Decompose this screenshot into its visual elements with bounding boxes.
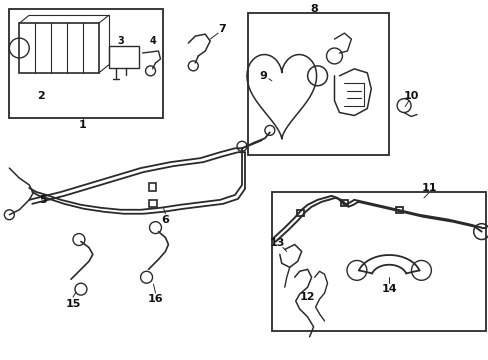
Text: 10: 10	[403, 91, 418, 101]
Text: 11: 11	[420, 183, 436, 193]
Text: 9: 9	[259, 71, 266, 81]
Text: 2: 2	[37, 91, 45, 101]
Text: 3: 3	[117, 36, 124, 46]
Text: 5: 5	[39, 195, 47, 205]
Bar	[395, 207, 402, 213]
Bar	[247, 13, 388, 155]
Bar	[9, 9, 163, 118]
Text: 6: 6	[161, 215, 169, 225]
Bar	[296, 210, 303, 216]
Text: 12: 12	[299, 292, 315, 302]
Bar	[341, 200, 347, 206]
Text: 13: 13	[269, 238, 285, 248]
Text: 1: 1	[79, 121, 87, 130]
Text: 16: 16	[147, 294, 163, 304]
Bar	[148, 200, 156, 207]
Text: 4: 4	[149, 36, 156, 46]
Text: 8: 8	[310, 4, 318, 14]
Text: 14: 14	[381, 284, 396, 294]
Text: 7: 7	[218, 24, 225, 34]
Bar	[19, 23, 99, 73]
Bar	[148, 183, 155, 191]
Bar	[108, 46, 138, 68]
Bar	[271, 192, 485, 331]
Text: 15: 15	[65, 299, 81, 309]
